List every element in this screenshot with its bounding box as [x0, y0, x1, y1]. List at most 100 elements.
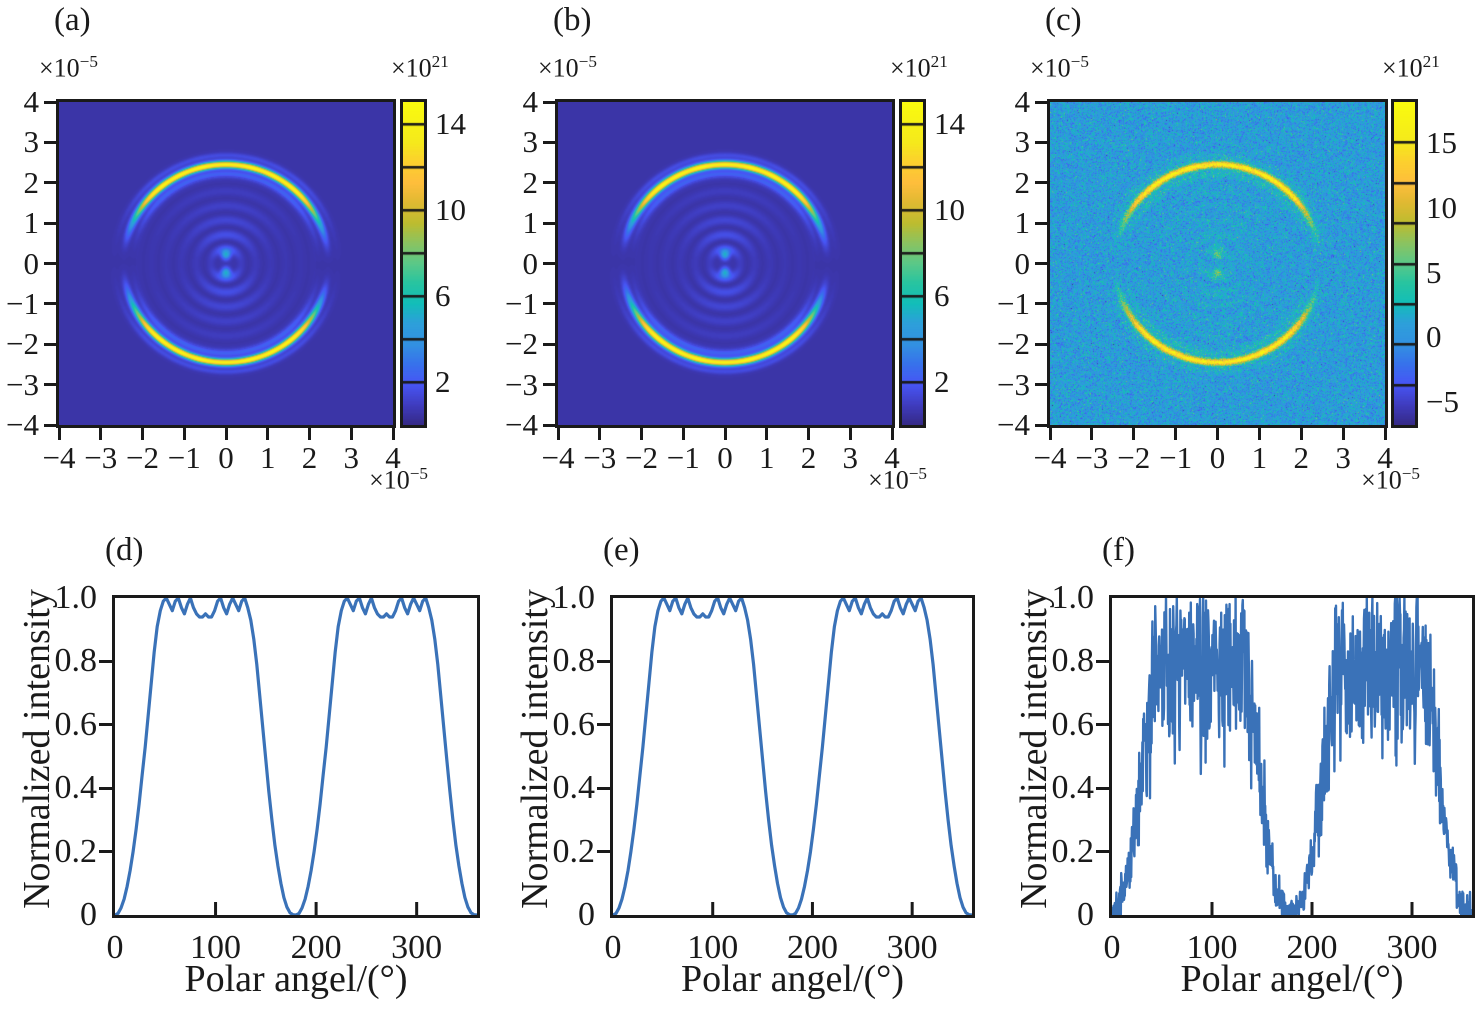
panel-d-y-tick-label: 0	[80, 896, 97, 933]
panel-c-x-tick-label: 3	[1335, 440, 1351, 475]
panel-b-x-tick-label: 0	[717, 440, 733, 475]
panel-d-y-tick-label: 0.6	[54, 705, 98, 743]
panel-a-cb-scale-base: ×10	[391, 53, 432, 83]
panel-d-intensity-curve	[115, 598, 477, 915]
panel-d-x-tick-label: 200	[290, 929, 342, 966]
panel-f-x-axis-title: Polar angel/(°)	[1180, 958, 1404, 1000]
panel-c-y-axis-scale: ×10−5	[1030, 52, 1089, 84]
panel-f-y-tick	[1096, 659, 1109, 663]
panel-b-colorbar-label: 2	[934, 363, 950, 399]
panel-e-y-tick-label: 1.0	[552, 579, 596, 616]
panel-c-y-tick-label: −4	[997, 407, 1030, 442]
panel-a-cb-scale-exp: 21	[431, 52, 449, 71]
panel-e-y-tick-label: 0.4	[552, 769, 596, 807]
panel-c-y-tick-label: 2	[1014, 164, 1031, 200]
panel-c-heatmap-image	[1050, 102, 1385, 425]
panel-f-label: (f)	[1102, 532, 1135, 568]
panel-c-y-tick-label: 1	[1014, 205, 1031, 241]
panel-b-heatmap-image	[558, 102, 892, 425]
panel-e-y-tick-label: 0	[578, 896, 595, 933]
panel-a-x-scale-base: ×10	[369, 465, 410, 495]
panel-c-colorbar-label: 5	[1426, 254, 1442, 290]
panel-a-y-scale-base: ×10	[39, 53, 80, 83]
panel-a-colorbar-label: 14	[435, 105, 466, 141]
panel-a-x-tick-label: −1	[167, 440, 201, 475]
panel-a-heatmap-image	[59, 102, 393, 425]
panel-a-x-tick	[99, 428, 103, 440]
panel-b-y-tick-label: −1	[505, 285, 538, 321]
panel-b-x-scale-base: ×10	[868, 465, 909, 495]
panel-c-cb-scale-exp: 21	[1422, 52, 1440, 71]
panel-a-y-axis-scale: ×10−5	[39, 52, 98, 84]
panel-a-x-tick-label: 1	[260, 440, 276, 475]
panel-c-x-tick-label: −2	[1117, 440, 1151, 475]
panel-f-y-tick-label: 0	[1077, 896, 1094, 933]
panel-f-x-tick-label: 300	[1386, 929, 1438, 966]
panel-c-colorbar-label: 10	[1426, 189, 1457, 225]
panel-a-y-tick	[44, 302, 56, 306]
panel-b-y-tick	[543, 221, 555, 225]
panel-c-x-tick	[1090, 428, 1094, 440]
panel-b-x-tick-label: 4	[884, 440, 900, 475]
panel-b-x-tick-label: 3	[842, 440, 859, 475]
panel-c-x-tick-label: −3	[1075, 440, 1109, 475]
panel-b-colorbar	[899, 99, 926, 428]
panel-e-x-tick-label: 200	[786, 929, 838, 966]
panel-b-y-tick-label: 4	[522, 84, 539, 119]
panel-f-y-tick-label: 0.6	[1051, 705, 1095, 743]
panel-a-y-tick-label: 3	[23, 124, 40, 160]
panel-b-x-tick	[807, 428, 810, 440]
panel-c-y-tick	[1035, 100, 1047, 104]
panel-a-y-tick-label: 1	[23, 205, 40, 241]
panel-a-colorbar-scale: ×1021	[391, 52, 449, 84]
panel-b-y-tick	[543, 383, 555, 387]
panel-e-label: (e)	[603, 532, 640, 568]
panel-a-x-tick-label: 3	[343, 440, 360, 475]
panel-a-y-tick-label: 0	[23, 245, 40, 281]
panel-b-x-axis-scale: ×10−5	[787, 464, 927, 496]
panel-b-x-tick-label: 2	[800, 440, 817, 475]
panel-c-x-tick-label: 1	[1251, 440, 1268, 475]
panel-a-y-tick-label: 4	[23, 84, 40, 119]
panel-f-plot-area	[1109, 595, 1475, 918]
panel-a-colorbar	[400, 99, 427, 428]
panel-a-y-tick	[44, 181, 56, 185]
panel-b-y-tick	[543, 181, 555, 185]
panel-b-colorbar-gradient	[902, 102, 923, 425]
panel-a-x-scale-exp: −5	[409, 464, 428, 483]
panel-c-colorbar-label: −5	[1426, 383, 1459, 419]
panel-a-x-tick-label: 4	[385, 440, 401, 475]
panel-a-x-tick-label: −4	[42, 440, 76, 475]
panel-f-y-tick-label: 0.2	[1051, 832, 1095, 870]
panel-a-y-tick	[44, 342, 56, 346]
panel-b-label: (b)	[553, 2, 592, 38]
panel-a-colorbar-label: 10	[435, 191, 466, 227]
panel-c-x-tick	[1174, 428, 1178, 440]
panel-f-curve	[1112, 598, 1472, 915]
panel-a-label: (a)	[54, 2, 91, 38]
panel-b-y-tick	[543, 423, 555, 427]
panel-f-y-tick	[1096, 786, 1109, 790]
panel-e-x-axis-title: Polar angel/(°)	[680, 958, 905, 1000]
panel-b-y-tick-label: −4	[505, 407, 538, 442]
panel-a-x-tick-label: 2	[301, 440, 318, 475]
panel-e-y-tick-label: 0.2	[552, 832, 596, 870]
panel-b-colorbar-label: 10	[934, 191, 965, 227]
panel-d-x-tick-label: 300	[391, 929, 443, 966]
panel-f-intensity-curve	[1112, 598, 1472, 915]
panel-d-y-tick-label: 0.4	[54, 769, 98, 807]
panel-c-x-tick	[1257, 428, 1261, 440]
panel-b-y-tick	[543, 262, 555, 265]
panel-b-cb-scale-base: ×10	[890, 53, 931, 83]
panel-c-y-tick	[1035, 262, 1047, 265]
panel-c-x-tick-label: 0	[1209, 440, 1226, 475]
panel-b-x-tick	[598, 428, 602, 440]
panel-b-colorbar-scale: ×1021	[890, 52, 948, 84]
panel-c-y-tick-label: 4	[1014, 84, 1031, 119]
panel-d-curve	[115, 598, 477, 915]
panel-d-plot-area	[112, 595, 480, 918]
panel-c-x-tick	[1383, 428, 1387, 440]
panel-d-y-tick	[99, 723, 112, 727]
panel-b-y-tick-label: −2	[505, 326, 538, 362]
